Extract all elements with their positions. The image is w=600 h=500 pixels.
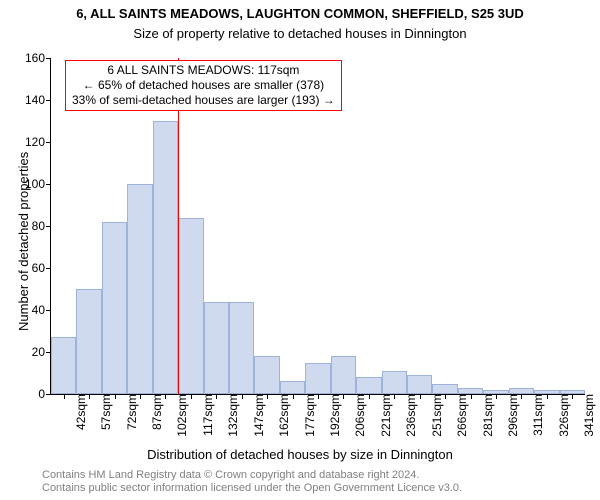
histogram-bar [305,363,330,395]
x-tick-label: 117sqm [197,394,215,436]
x-tick-label: 57sqm [95,394,113,430]
x-axis-label: Distribution of detached houses by size … [0,447,600,462]
y-tick-mark [46,58,51,59]
x-tick-mark [318,394,319,399]
annotation-line3: 33% of semi-detached houses are larger (… [72,93,335,108]
histogram-bar [407,375,432,394]
x-tick-label: 326sqm [553,394,571,437]
histogram-bar [331,356,356,394]
x-tick-label: 162sqm [273,394,291,437]
x-tick-mark [242,394,243,399]
x-tick-mark [445,394,446,399]
histogram-bar [382,371,407,394]
histogram-bar [356,377,381,394]
annotation-line2: ← 65% of detached houses are smaller (37… [72,78,335,93]
x-tick-mark [547,394,548,399]
x-tick-mark [267,394,268,399]
credits: Contains HM Land Registry data © Crown c… [42,469,462,497]
x-tick-mark [89,394,90,399]
x-tick-mark [64,394,65,399]
x-tick-mark [369,394,370,399]
credits-line1: Contains HM Land Registry data © Crown c… [42,469,462,483]
x-tick-label: 221sqm [375,394,393,437]
x-tick-label: 192sqm [324,394,342,437]
x-tick-label: 206sqm [349,394,367,437]
histogram-bar [51,337,76,394]
credits-line2: Contains public sector information licen… [42,482,462,496]
x-tick-mark [496,394,497,399]
y-tick-mark [46,226,51,227]
histogram-bar [229,302,254,394]
x-tick-label: 296sqm [502,394,520,437]
histogram-bar [127,184,152,394]
histogram-bar [280,381,305,394]
marker-annotation: 6 ALL SAINTS MEADOWS: 117sqm ← 65% of de… [65,60,342,111]
y-tick-mark [46,100,51,101]
x-tick-mark [293,394,294,399]
y-tick-mark [46,142,51,143]
x-tick-label: 177sqm [299,394,317,437]
x-tick-mark [471,394,472,399]
histogram-bar [254,356,279,394]
x-tick-label: 147sqm [248,394,266,437]
y-tick-mark [46,184,51,185]
x-tick-mark [343,394,344,399]
x-tick-label: 87sqm [146,394,164,430]
x-tick-mark [165,394,166,399]
x-tick-label: 132sqm [222,394,240,437]
x-tick-mark [420,394,421,399]
histogram-bar [76,289,101,394]
x-tick-mark [140,394,141,399]
x-tick-label: 266sqm [451,394,469,437]
x-tick-label: 341sqm [578,394,596,437]
histogram-bar [153,121,178,394]
y-tick-mark [46,394,51,395]
chart-root: 6, ALL SAINTS MEADOWS, LAUGHTON COMMON, … [0,0,600,500]
histogram-bar [178,218,203,394]
x-tick-label: 311sqm [527,394,545,436]
x-tick-label: 42sqm [70,394,88,430]
x-tick-mark [191,394,192,399]
histogram-bar [204,302,229,394]
chart-title-address: 6, ALL SAINTS MEADOWS, LAUGHTON COMMON, … [0,6,600,21]
y-tick-mark [46,268,51,269]
y-tick-mark [46,310,51,311]
x-tick-mark [216,394,217,399]
x-tick-mark [115,394,116,399]
x-tick-mark [521,394,522,399]
annotation-line1: 6 ALL SAINTS MEADOWS: 117sqm [72,63,335,78]
x-tick-label: 72sqm [121,394,139,430]
x-tick-label: 236sqm [400,394,418,437]
x-tick-mark [394,394,395,399]
histogram-bar [102,222,127,394]
histogram-bar [432,384,457,395]
x-tick-mark [572,394,573,399]
chart-title-sub: Size of property relative to detached ho… [0,26,600,41]
x-tick-label: 281sqm [477,394,495,437]
x-tick-label: 251sqm [426,394,444,437]
x-tick-label: 102sqm [171,394,189,437]
